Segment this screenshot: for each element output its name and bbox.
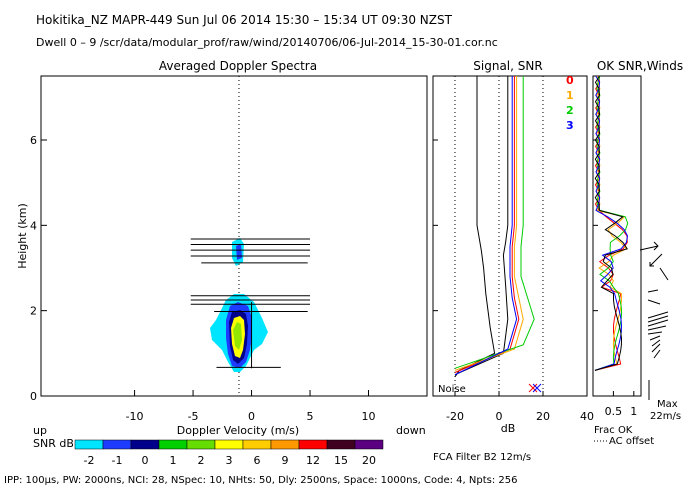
height-ytick-label-1: 2 [30, 305, 37, 318]
header-title: Hokitika_NZ MAPR-449 Sun Jul 06 2014 15:… [36, 13, 452, 27]
colorbar-tick-10: 20 [362, 454, 376, 467]
spectra-xtick-label-1: -5 [188, 410, 199, 423]
height-ytick-label-2: 4 [30, 219, 37, 232]
fracok-series-0 [594, 75, 628, 371]
winds-panel-frame [592, 75, 642, 397]
colorbar-swatch-2 [130, 439, 160, 450]
spectra-xtick-label-0: -10 [126, 410, 144, 423]
snr-series-signal [454, 76, 509, 376]
colorbar-swatch-10 [354, 439, 384, 450]
spectra-xtick-label-4: 10 [362, 410, 376, 423]
colorbar-swatch-3 [158, 439, 188, 450]
snr-panel-frame [432, 75, 588, 397]
spectra-echo [210, 238, 268, 372]
spectra-xtick-label-3: 5 [307, 410, 314, 423]
snr-series-chan0 [454, 76, 520, 373]
direction-down-label: down [396, 424, 426, 437]
colorbar-tick-0: -2 [84, 454, 95, 467]
spectra-xtick-label-2: 0 [248, 410, 255, 423]
direction-up-label: up [33, 424, 47, 437]
wind-arrows [639, 241, 669, 359]
colorbar-swatch-1 [102, 439, 132, 450]
snr-colorbar: -2 -1 0 1 2 3 6 9 12 15 20 [74, 439, 384, 467]
colorbar-tick-5: 3 [226, 454, 233, 467]
snr-series-chan3 [454, 76, 518, 376]
snr-xtick-label-2: 20 [536, 410, 550, 423]
snr-xtick-label-0: -20 [446, 410, 464, 423]
winds-xtick-label-1: 1 [630, 405, 637, 418]
colorbar-tick-9: 15 [334, 454, 348, 467]
legend-chan-2: 2 [566, 104, 574, 117]
colorbar-tick-4: 2 [198, 454, 205, 467]
colorbar-swatch-9 [326, 439, 356, 450]
colorbar-swatch-6 [242, 439, 272, 450]
colorbar-tick-3: 1 [170, 454, 177, 467]
legend-chan-3: 3 [566, 119, 574, 132]
colorbar-swatch-8 [298, 439, 328, 450]
snr-series-chan1 [454, 76, 524, 371]
snr-marker-red [528, 383, 538, 393]
snr-marker-blue [532, 383, 542, 393]
colorbar-swatch-0 [74, 439, 104, 450]
max-label: Max [657, 399, 678, 410]
spectra-title: Averaged Doppler Spectra [159, 59, 317, 73]
winds-xlabel: Frac OK [594, 425, 633, 436]
snr-title: Signal, SNR [473, 59, 542, 73]
winds-xtick-label-0: 0.5 [605, 405, 623, 418]
snr-xtick-label-3: 40 [580, 410, 594, 423]
colorbar-tick-1: -1 [112, 454, 123, 467]
colorbar-tick-8: 12 [306, 454, 320, 467]
colorbar-label: SNR dB [33, 437, 74, 450]
noise-annotation: Noise [438, 384, 466, 395]
header-file-path: Dwell 0 – 9 /scr/data/modular_prof/raw/w… [36, 36, 498, 49]
footer-params: IPP: 100µs, PW: 2000ns, NCI: 28, NSpec: … [4, 475, 518, 486]
colorbar-swatch-7 [270, 439, 300, 450]
spectra-xlabel: Doppler Velocity (m/s) [177, 424, 299, 437]
fracok-series-3 [594, 75, 629, 371]
spectra-ylabel: Height (km) [16, 203, 29, 269]
snr-xlabel: dB [501, 422, 516, 435]
snr-series-chan2 [454, 76, 535, 369]
spectra-panel-frame [40, 75, 428, 397]
fca-filter-label: FCA Filter B2 12m/s [433, 452, 532, 463]
winds-title: OK SNR,Winds [597, 59, 683, 73]
colorbar-swatch-4 [186, 439, 216, 450]
colorbar-tick-6: 6 [254, 454, 261, 467]
legend-chan-1: 1 [566, 89, 574, 102]
legend-chan-0: 0 [566, 74, 574, 87]
colorbar-tick-7: 9 [282, 454, 289, 467]
height-ytick-label-0: 0 [30, 390, 37, 403]
snr-xtick-label-1: 0 [496, 410, 503, 423]
colorbar-tick-2: 0 [142, 454, 149, 467]
fracok-series-4 [594, 75, 628, 371]
ac-offset-label: AC offset [609, 436, 654, 447]
max-value: 22m/s [650, 411, 681, 422]
snr-series-noise [454, 76, 496, 378]
colorbar-swatch-5 [214, 439, 244, 450]
height-ytick-label-3: 6 [30, 134, 37, 147]
